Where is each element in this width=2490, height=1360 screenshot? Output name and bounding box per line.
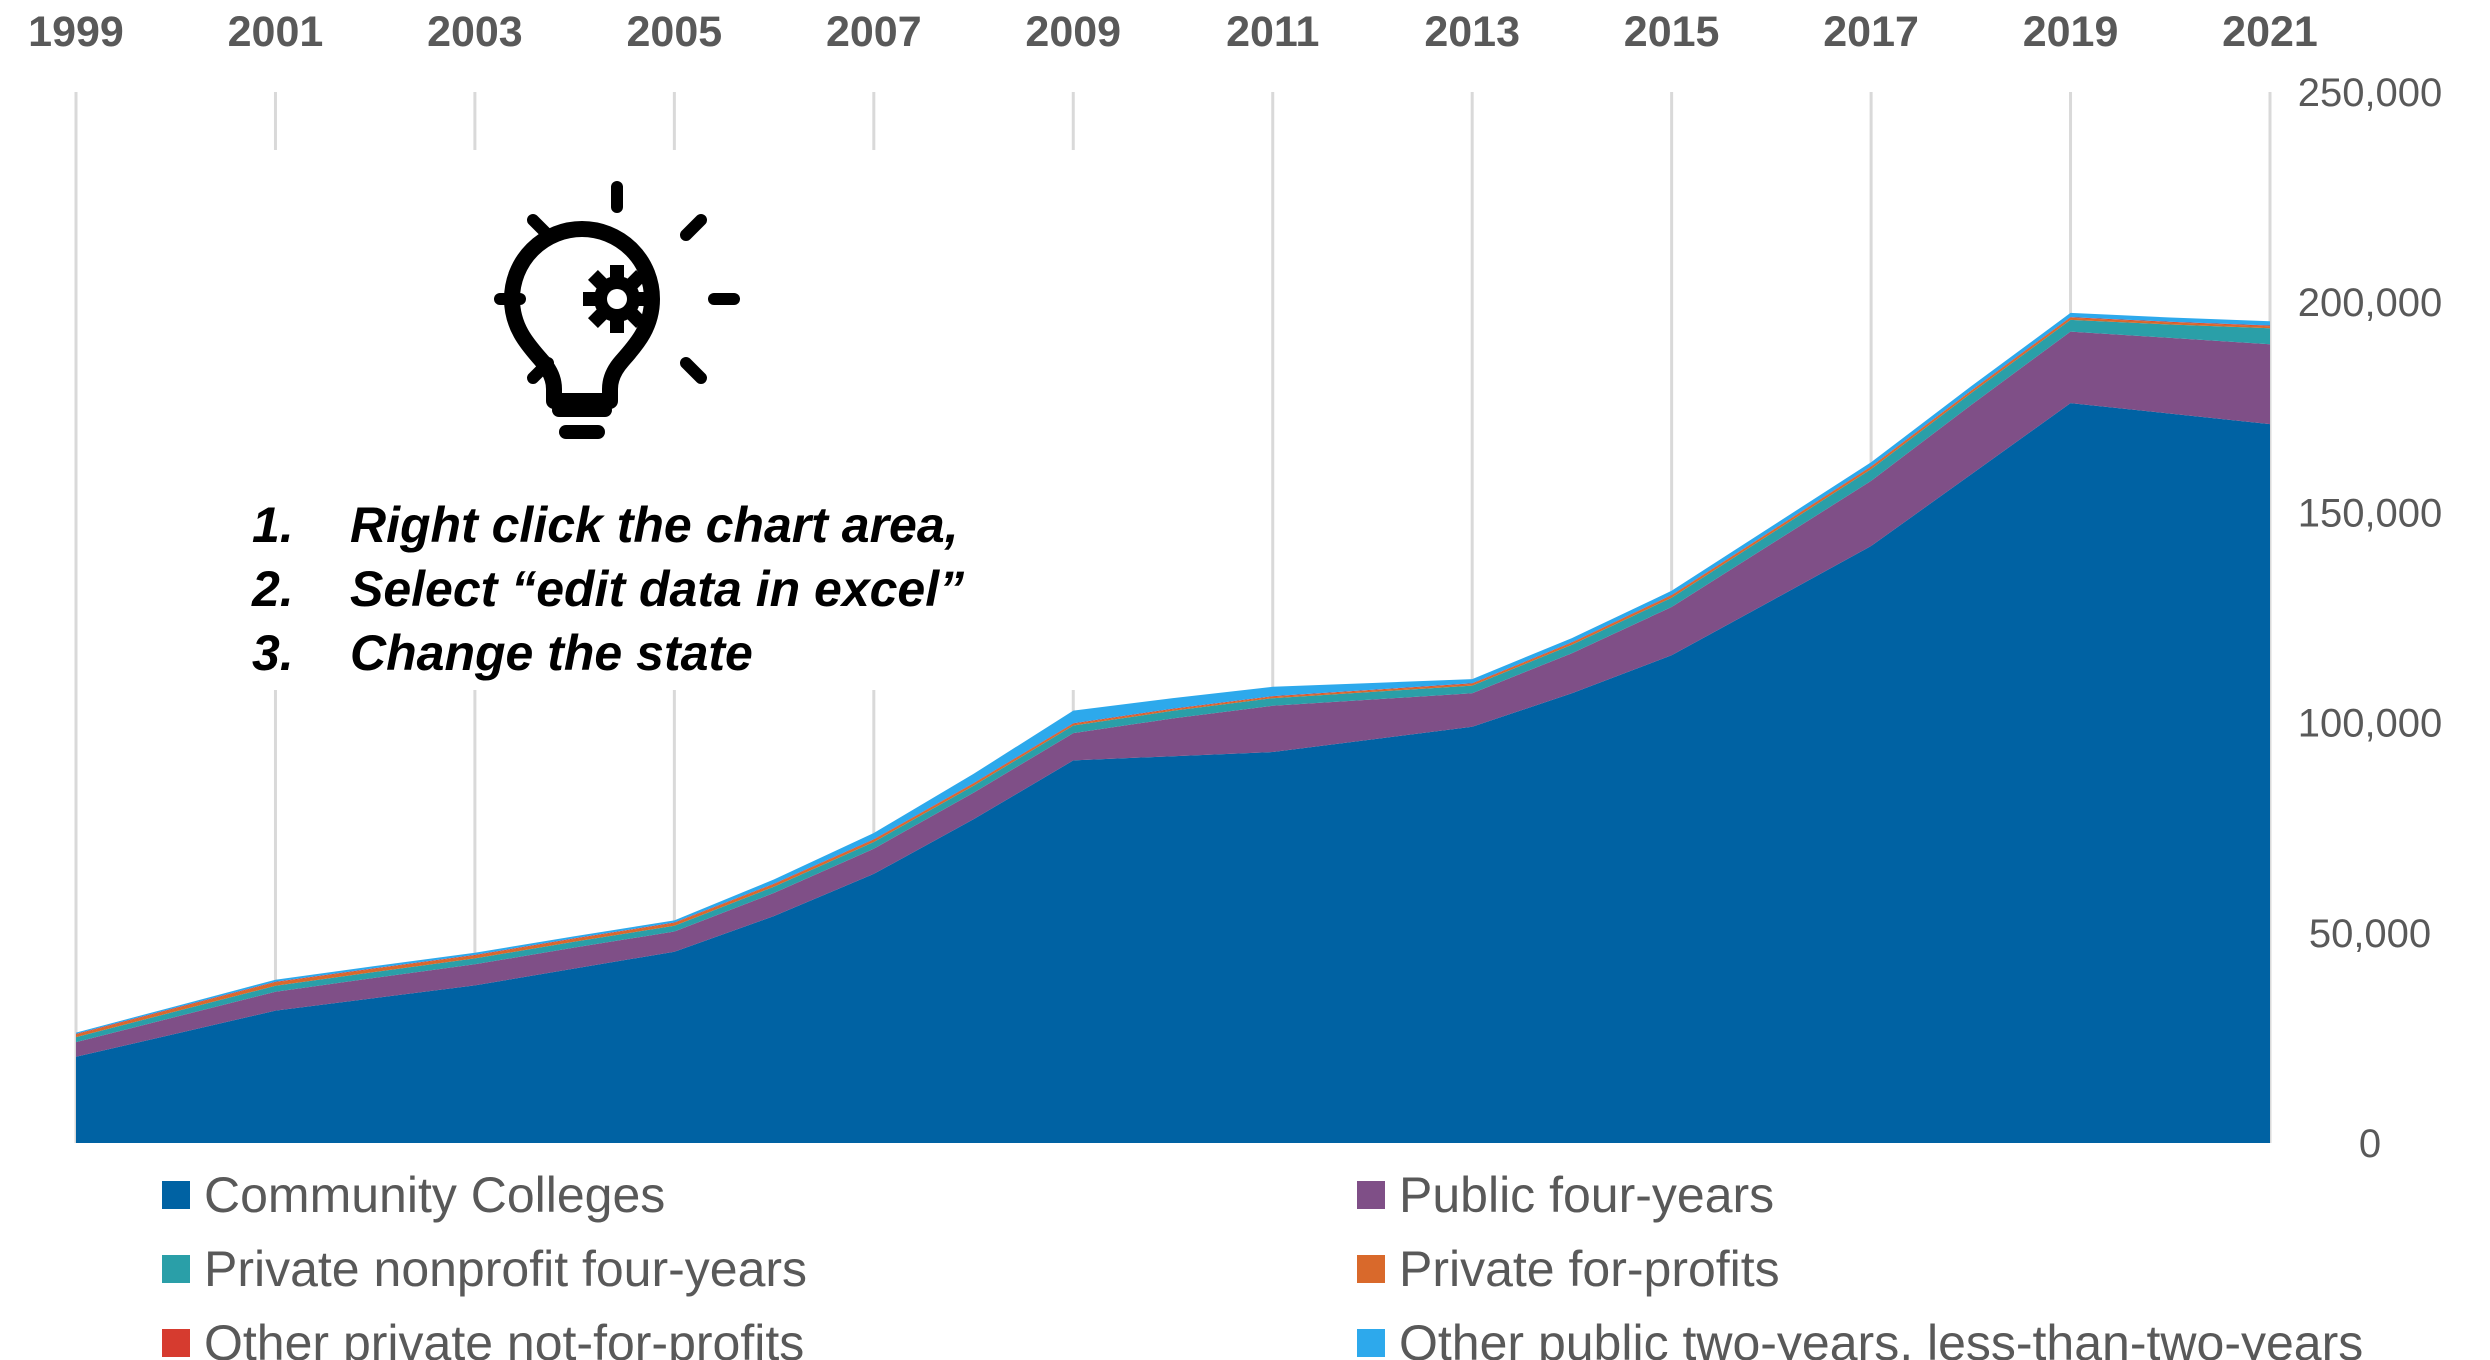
instructions-list: 1. Right click the chart area, 2. Select “e… [251,497,964,681]
x-tick-label: 2013 [1424,8,1520,56]
x-tick-label: 2007 [826,8,922,56]
y-tick-label: 50,000 [2309,912,2431,956]
legend-swatch [162,1329,190,1357]
legend-label: Private for-profits [1399,1241,1780,1297]
legend-label: Private nonprofit four-years [204,1241,807,1297]
y-tick-label: 200,000 [2298,281,2443,325]
lightbulb-gear-icon [494,181,740,439]
x-tick-label: 2019 [2023,8,2119,56]
instructions-panel [230,150,1100,690]
legend-swatch [1357,1255,1385,1283]
y-tick-label: 100,000 [2298,702,2443,746]
x-tick-label: 2001 [228,8,324,56]
instruction-text: Change the state [350,625,753,681]
x-axis-ticks: 1999 2001 2003 2005 2007 2009 2011 2013 2015 2017… [28,8,2318,56]
y-tick-label: 250,000 [2298,71,2443,115]
legend-swatch [1357,1329,1385,1357]
legend-label: Other private not-for-profits [204,1315,804,1360]
x-tick-label: 2021 [2222,8,2318,56]
instruction-number: 1. [252,497,294,553]
x-tick-label: 2009 [1025,8,1121,56]
legend-label: Community Colleges [204,1167,665,1223]
x-tick-label: 1999 [28,8,124,56]
legend: Community Colleges Public four-years Priva… [162,1167,2363,1360]
area-series [76,312,2270,1144]
gear-icon [583,265,651,333]
legend-label: Public four-years [1399,1167,1774,1223]
instruction-text: Right click the chart area, [350,497,959,553]
y-tick-label: 0 [2359,1122,2381,1166]
instruction-number: 3. [252,625,294,681]
x-tick-label: 2003 [427,8,523,56]
legend-swatch [162,1181,190,1209]
area-series-1 [76,403,2270,1144]
x-tick-label: 2015 [1624,8,1720,56]
legend-label: Other public two-years, less-than-two-ye… [1399,1315,2363,1360]
y-tick-label: 150,000 [2298,491,2443,535]
x-tick-label: 2005 [627,8,723,56]
legend-swatch [1357,1181,1385,1209]
y-axis-ticks: 250,000 200,000 150,000 100,000 50,000 0 [2298,71,2443,1166]
legend-swatch [162,1255,190,1283]
x-tick-label: 2017 [1823,8,1919,56]
instruction-text: Select “edit data in excel” [350,561,964,617]
area-series-2 [76,331,2270,1057]
instruction-number: 2. [251,561,294,617]
x-tick-label: 2011 [1226,8,1319,56]
